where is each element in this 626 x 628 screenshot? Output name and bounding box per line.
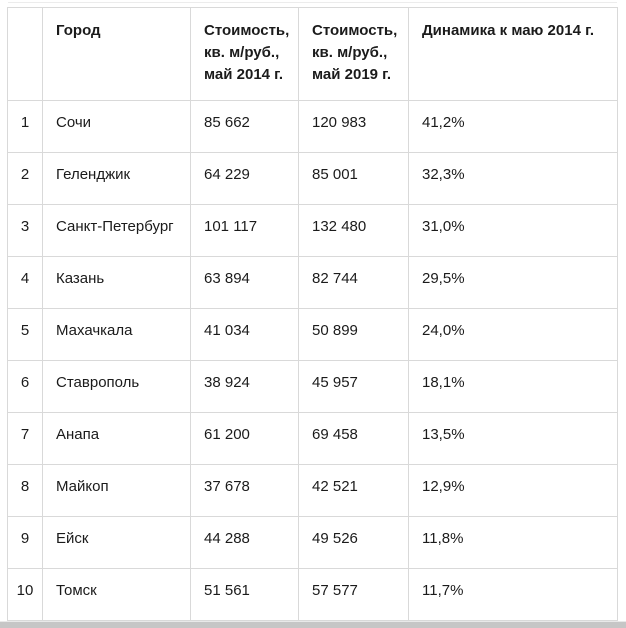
- column-header-dynamics: Динамика к маю 2014 г.: [408, 7, 618, 101]
- city-cell: Санкт-Петербург: [42, 204, 191, 257]
- dynamics-cell: 31,0%: [408, 204, 618, 257]
- price-2014-cell: 64 229: [190, 152, 299, 205]
- price-2019-cell: 120 983: [298, 100, 409, 153]
- table-header-row: Город Стоимость, кв. м/руб., май 2014 г.…: [7, 7, 618, 101]
- rank-cell: 8: [7, 464, 43, 517]
- dynamics-cell: 18,1%: [408, 360, 618, 413]
- city-cell: Сочи: [42, 100, 191, 153]
- table-row: 5 Махачкала 41 034 50 899 24,0%: [7, 308, 618, 361]
- rank-cell: 3: [7, 204, 43, 257]
- price-2019-cell: 50 899: [298, 308, 409, 361]
- city-cell: Махачкала: [42, 308, 191, 361]
- price-2014-cell: 37 678: [190, 464, 299, 517]
- rank-cell: 7: [7, 412, 43, 465]
- top-divider: [8, 2, 617, 3]
- dynamics-cell: 13,5%: [408, 412, 618, 465]
- column-header-city: Город: [42, 7, 191, 101]
- price-2019-cell: 85 001: [298, 152, 409, 205]
- price-2019-cell: 57 577: [298, 568, 409, 621]
- table-row: 6 Ставрополь 38 924 45 957 18,1%: [7, 360, 618, 413]
- city-cell: Томск: [42, 568, 191, 621]
- price-2014-cell: 61 200: [190, 412, 299, 465]
- table-row: 9 Ейск 44 288 49 526 11,8%: [7, 516, 618, 569]
- rank-cell: 1: [7, 100, 43, 153]
- city-cell: Ставрополь: [42, 360, 191, 413]
- price-2014-cell: 85 662: [190, 100, 299, 153]
- table-row: 10 Томск 51 561 57 577 11,7%: [7, 568, 618, 621]
- column-header-price-2014: Стоимость, кв. м/руб., май 2014 г.: [190, 7, 299, 101]
- city-cell: Казань: [42, 256, 191, 309]
- dynamics-cell: 11,8%: [408, 516, 618, 569]
- city-cell: Геленджик: [42, 152, 191, 205]
- price-2014-cell: 51 561: [190, 568, 299, 621]
- city-cell: Ейск: [42, 516, 191, 569]
- rank-cell: 2: [7, 152, 43, 205]
- dynamics-cell: 29,5%: [408, 256, 618, 309]
- table-row: 4 Казань 63 894 82 744 29,5%: [7, 256, 618, 309]
- price-2019-cell: 45 957: [298, 360, 409, 413]
- city-prices-table: Город Стоимость, кв. м/руб., май 2014 г.…: [7, 7, 618, 621]
- rank-cell: 10: [7, 568, 43, 621]
- rank-cell: 6: [7, 360, 43, 413]
- price-2014-cell: 63 894: [190, 256, 299, 309]
- price-2019-cell: 132 480: [298, 204, 409, 257]
- rank-cell: 4: [7, 256, 43, 309]
- city-cell: Майкоп: [42, 464, 191, 517]
- price-2019-cell: 49 526: [298, 516, 409, 569]
- table-row: 1 Сочи 85 662 120 983 41,2%: [7, 100, 618, 153]
- price-2014-cell: 38 924: [190, 360, 299, 413]
- rank-cell: 9: [7, 516, 43, 569]
- dynamics-cell: 41,2%: [408, 100, 618, 153]
- rank-cell: 5: [7, 308, 43, 361]
- price-2019-cell: 69 458: [298, 412, 409, 465]
- dynamics-cell: 12,9%: [408, 464, 618, 517]
- price-2014-cell: 101 117: [190, 204, 299, 257]
- dynamics-cell: 24,0%: [408, 308, 618, 361]
- dynamics-cell: 11,7%: [408, 568, 618, 621]
- price-2019-cell: 82 744: [298, 256, 409, 309]
- table-row: 2 Геленджик 64 229 85 001 32,3%: [7, 152, 618, 205]
- dynamics-cell: 32,3%: [408, 152, 618, 205]
- table-row: 8 Майкоп 37 678 42 521 12,9%: [7, 464, 618, 517]
- column-header-price-2019: Стоимость, кв. м/руб., май 2019 г.: [298, 7, 409, 101]
- horizontal-scrollbar[interactable]: [0, 621, 626, 628]
- price-2014-cell: 44 288: [190, 516, 299, 569]
- table-row: 7 Анапа 61 200 69 458 13,5%: [7, 412, 618, 465]
- price-2014-cell: 41 034: [190, 308, 299, 361]
- city-cell: Анапа: [42, 412, 191, 465]
- price-2019-cell: 42 521: [298, 464, 409, 517]
- table-row: 3 Санкт-Петербург 101 117 132 480 31,0%: [7, 204, 618, 257]
- column-header-rank: [7, 7, 43, 101]
